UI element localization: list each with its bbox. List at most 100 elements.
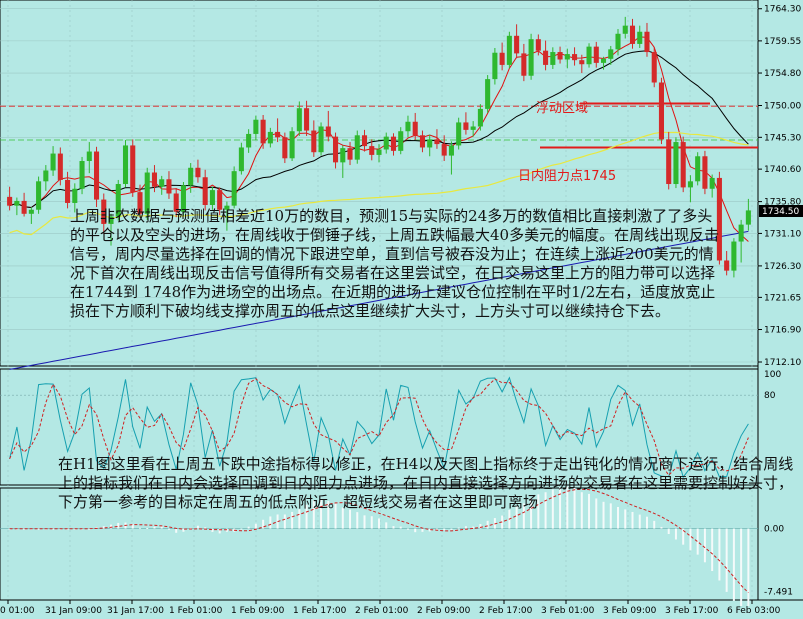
candle-body [282,137,288,159]
candle-97 [709,174,715,198]
histogram-bar-95 [696,528,699,555]
candle-body [637,31,643,44]
histogram-bar-2 [23,528,26,530]
histogram-bar-38 [283,514,286,529]
histogram-bar-41 [305,504,308,529]
time-tick-label-0: 0 01:00 [0,606,35,616]
histogram-bar-28 [211,528,214,532]
candle-16 [122,140,129,188]
candle-71 [521,43,527,82]
candle-58 [427,134,433,157]
histogram-bar-22 [167,528,170,530]
histogram-bar-58 [428,528,431,532]
histogram-bar-70 [515,505,518,529]
time-tick-label-10: 3 Feb 09:00 [603,606,657,616]
candle-body [202,177,208,205]
candle-0 [7,186,13,211]
horizontal-levels [0,102,758,149]
histogram-bar-47 [349,509,352,529]
current-price-tag: 1734.50 [759,205,803,217]
candle-13 [101,193,107,235]
candle-99 [724,251,730,276]
candle-body [390,136,397,151]
histogram-bar-4 [37,528,40,530]
candle-body [354,135,360,160]
histogram-bar-39 [291,511,294,529]
candle-body [311,130,317,153]
histogram-bar-48 [356,512,359,529]
candle-102 [745,198,751,231]
histogram-bar-59 [435,528,438,530]
price-tick-label-9: 1721.65 [764,293,801,303]
time-tick-label-3: 1 Feb 01:00 [169,606,223,616]
candle-body [716,177,722,261]
price-tick-label-11: 1712.10 [764,358,801,368]
candle-19 [144,167,150,220]
histogram-bar-52 [385,522,388,529]
candle-body [427,139,433,148]
candle-70 [514,24,520,59]
histogram-bar-73 [537,494,540,529]
candle-body [65,179,71,203]
candle-body [209,190,215,205]
price-tick-label-4: 1745.30 [764,133,801,143]
candle-46 [340,145,346,178]
histogram-bar-99 [725,528,728,592]
histogram-bar-11 [88,528,91,530]
candle-body [238,147,244,172]
candle-75 [550,47,556,69]
candle-body [731,241,737,271]
candle-88 [644,22,650,57]
candle-body [333,136,339,163]
candle-body [695,156,701,182]
candle-20 [151,165,158,193]
histogram-bar-57 [421,528,424,532]
histogram-bar-90 [660,526,663,529]
histogram-bar-14 [110,524,113,529]
histogram-bar-44 [327,500,330,529]
histogram-bar-53 [392,526,395,529]
candle-body [289,131,295,159]
time-tick-label-2: 31 Jan 17:00 [107,606,164,616]
candle-body [347,148,353,160]
candle-45 [333,132,339,169]
candle-body [296,108,302,132]
histogram-bar-62 [457,527,460,529]
candle-body [43,170,49,182]
candle-body [724,260,730,271]
candle-body [564,54,570,60]
histogram-bar-80 [588,493,591,529]
candle-body [702,156,708,189]
histogram-bar-49 [363,515,366,529]
candle-body [687,181,693,188]
candle-body [188,167,194,186]
price-tick-label-3: 1750.00 [764,102,801,112]
candle-40 [296,101,302,136]
candle-body [304,108,310,131]
candle-body [463,122,469,130]
trend-blue [9,230,749,370]
candle-41 [304,100,310,136]
candle-68 [499,42,505,71]
histogram-bar-83 [609,503,612,529]
price-tick-label-1: 1759.55 [764,37,801,47]
candle-27 [202,169,208,211]
candle-body [224,205,230,210]
histogram-bar-13 [102,526,105,529]
histogram-bar-17 [131,524,134,529]
candle-body [108,216,114,224]
time-tick-label-1: 31 Jan 09:00 [45,606,102,616]
candle-body [666,139,672,185]
candle-69 [506,31,512,69]
candle-57 [419,130,425,153]
candle-34 [253,115,259,141]
candle-33 [246,129,252,153]
candle-55 [405,115,411,138]
candle-94 [687,175,693,203]
candle-body [485,79,491,109]
histogram-bar-77 [566,486,569,529]
histogram-bar-89 [653,520,656,529]
histogram-bar-32 [240,528,243,530]
price-tick-label-6: 1735.80 [764,198,801,208]
